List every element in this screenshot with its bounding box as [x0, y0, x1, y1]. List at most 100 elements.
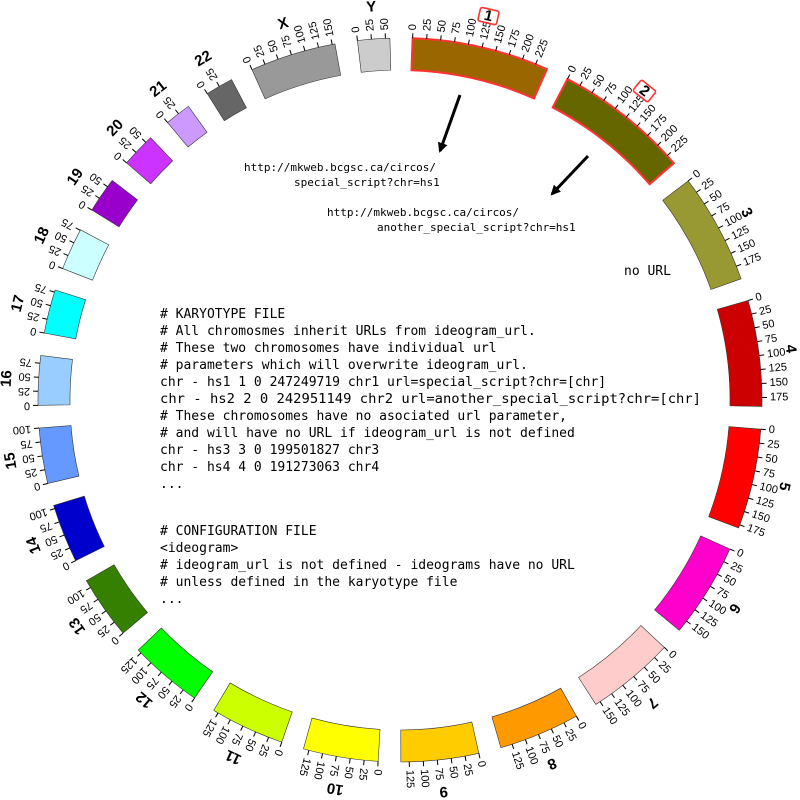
- ideogram-segment: [654, 535, 731, 631]
- tick-mark: [34, 362, 40, 364]
- tick-label: 100: [418, 769, 431, 788]
- ideogram-segment: [410, 37, 549, 100]
- tick-mark: [467, 39, 470, 45]
- tick-label: 50: [127, 124, 144, 141]
- ideogram-segment: [357, 37, 392, 73]
- tick-mark: [744, 511, 750, 514]
- code-line: <ideogram>: [160, 541, 238, 556]
- tick-mark: [87, 207, 93, 211]
- tick-label: 50: [549, 734, 565, 750]
- tick-mark: [654, 657, 659, 662]
- tick-mark: [109, 621, 115, 626]
- tick-label: 75: [327, 763, 341, 777]
- tick-mark: [686, 620, 691, 625]
- tick-label: 0: [29, 324, 37, 337]
- code-line: chr - hs3 3 0 199501827 chr3: [160, 443, 379, 458]
- tick-label: 125: [755, 495, 776, 512]
- ideogram-segment: [251, 43, 342, 100]
- tick-label: 0: [371, 769, 383, 776]
- tick-mark: [179, 689, 184, 695]
- tick-mark: [191, 697, 195, 703]
- code-line: # CONFIGURATION FILE: [160, 524, 317, 539]
- tick-mark: [303, 45, 306, 51]
- tick-label: 25: [700, 176, 717, 193]
- tick-mark: [39, 469, 45, 472]
- chromosome-label-highlight: [477, 6, 500, 26]
- chromosome-label: 3: [737, 205, 756, 220]
- tick-mark: [614, 104, 619, 110]
- tick-mark: [454, 37, 456, 43]
- tick-label: 125: [296, 757, 312, 778]
- chromosome-label: 17: [8, 293, 29, 313]
- ideogram-segment: [126, 137, 174, 185]
- ideogram-segment: [206, 79, 247, 122]
- tick-mark: [550, 728, 554, 734]
- url-arrow-chr1: [437, 94, 462, 153]
- ideogram-segment: [167, 105, 208, 148]
- tick-label: 150: [750, 508, 771, 525]
- ideogram-segment: [43, 289, 86, 340]
- tick-label: 25: [166, 693, 183, 710]
- tick-label: 50: [591, 73, 608, 90]
- tick-mark: [316, 42, 319, 48]
- tick-mark: [718, 225, 724, 229]
- tick-mark: [42, 317, 48, 320]
- tick-label: 75: [19, 355, 32, 368]
- tick-mark: [35, 441, 41, 444]
- tick-mark: [141, 138, 147, 143]
- tick-mark: [103, 183, 108, 188]
- tick-label: 25: [252, 43, 268, 59]
- ideogram-segment: [53, 495, 105, 562]
- tick-label: 0: [475, 760, 488, 769]
- tick-label: 0: [24, 399, 30, 411]
- tick-label: 0: [182, 701, 195, 713]
- chromosome-label: Y: [366, 0, 377, 16]
- tick-label: 50: [155, 684, 172, 701]
- tick-mark: [101, 610, 107, 615]
- code-line: # and will have no URL if ideogram_url i…: [160, 426, 575, 441]
- tick-label: 75: [78, 599, 95, 616]
- tick-mark: [175, 109, 179, 115]
- tick-label: 125: [509, 750, 526, 771]
- url-text-chr1-line1: http://mkweb.bcgsc.ca/circos/: [244, 161, 436, 174]
- code-line: # unless defined in the karyotype file: [160, 575, 458, 590]
- tick-mark: [522, 54, 525, 60]
- code-line: # These chromosomes have no asociated ur…: [160, 409, 567, 424]
- tick-mark: [599, 701, 604, 707]
- tick-mark: [687, 177, 693, 182]
- tick-label: 0: [735, 547, 746, 560]
- tick-mark: [633, 676, 638, 681]
- tick-mark: [563, 722, 567, 728]
- tick-mark: [643, 666, 649, 672]
- tick-label: 100: [464, 17, 479, 37]
- chromosome-label: 13: [66, 614, 89, 637]
- tick-mark: [168, 680, 173, 686]
- tick-label: 0: [566, 64, 579, 75]
- tick-mark: [575, 715, 580, 721]
- tick-mark: [59, 534, 65, 538]
- tick-mark: [704, 200, 709, 205]
- tick-mark: [215, 712, 219, 718]
- tick-mark: [723, 561, 729, 565]
- chromosome-label: 10: [326, 779, 345, 799]
- chromosome-label-highlight: [632, 79, 657, 103]
- tick-label: 50: [43, 533, 59, 549]
- tick-mark: [204, 89, 208, 94]
- tick-label: 0: [768, 424, 775, 436]
- ideogram-segment: [137, 627, 214, 699]
- ideogram-segment: [708, 426, 762, 529]
- tick-mark: [436, 760, 439, 766]
- tick-mark: [54, 521, 60, 525]
- tick-mark: [39, 331, 45, 334]
- tick-label: 75: [38, 519, 54, 534]
- tick-mark: [45, 303, 51, 307]
